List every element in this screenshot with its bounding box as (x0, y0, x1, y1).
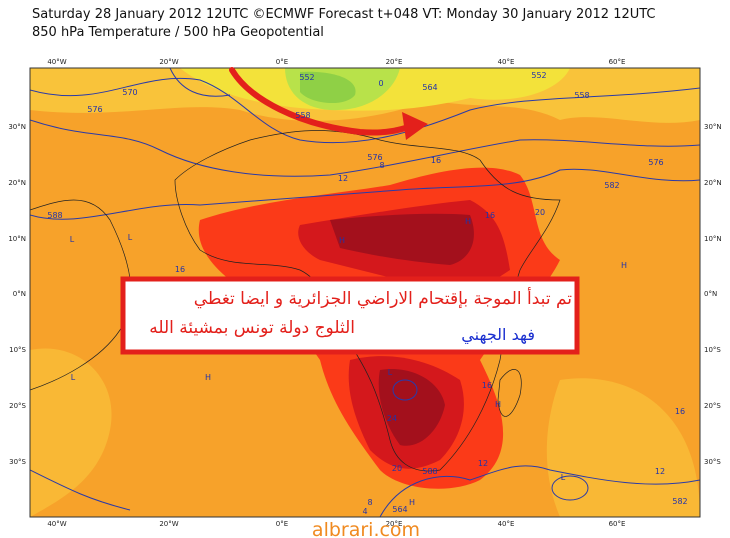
contour-label: 16 (175, 265, 185, 274)
lat-label: 20°N (704, 179, 722, 187)
lon-label: 20°E (386, 520, 403, 528)
lon-label: 60°E (609, 58, 626, 66)
contour-label: 16 (675, 407, 685, 416)
map-frame (29, 67, 701, 518)
contour-label: 576 (648, 158, 663, 167)
contour-label: 12 (338, 174, 348, 183)
pressure-mark: H (465, 217, 471, 226)
contour-label: 576 (87, 105, 102, 114)
contour-label: 564 (392, 505, 407, 514)
contour-label: 16 (485, 211, 495, 220)
lat-label: 10°S (704, 346, 721, 354)
contour-label: 20 (535, 208, 545, 217)
lon-label: 60°E (609, 520, 626, 528)
lon-label: 40°E (498, 58, 515, 66)
pressure-mark: H (495, 400, 501, 409)
contour-label: 8 (367, 498, 372, 507)
contour-label: 570 (122, 88, 137, 97)
contour-label: 12 (478, 459, 488, 468)
contour-label: 24 (387, 414, 397, 423)
annotation-line: تم تبدأ الموجة بإقتحام الاراضي الجزائرية… (194, 287, 573, 309)
pressure-mark: L (128, 233, 133, 242)
watermark: albrari.com (312, 519, 420, 538)
lon-label: 20°W (159, 58, 178, 66)
lon-label: 0°E (276, 520, 288, 528)
lat-label: 30°N (704, 123, 722, 131)
lat-label: 10°N (8, 235, 26, 243)
header-subtitle: 850 hPa Temperature / 500 hPa Geopotenti… (32, 25, 324, 40)
lon-label: 40°W (47, 520, 66, 528)
annotation-line: الثلوج دولة تونس بمشيئة الله (149, 318, 355, 338)
lat-label: 0°N (13, 290, 26, 298)
pressure-mark: H (339, 236, 345, 245)
lon-label: 20°E (386, 58, 403, 66)
pressure-mark: H (621, 261, 627, 270)
pressure-mark: H (409, 498, 415, 507)
lon-label: 40°W (47, 58, 66, 66)
contour-label: 582 (604, 181, 619, 190)
annotation-box (120, 276, 580, 355)
contour-label: 12 (655, 467, 665, 476)
lat-label: 20°S (704, 402, 721, 410)
pressure-mark: L (388, 368, 393, 377)
lat-label: 20°N (8, 179, 26, 187)
contour-label: 558 (574, 91, 589, 100)
contour-label: 0 (378, 79, 383, 88)
temperature-field (30, 68, 700, 517)
pressure-mark: L (71, 373, 76, 382)
contour-label: 558 (295, 111, 310, 120)
contour-label: 552 (531, 71, 546, 80)
contour-label: 576 (367, 153, 382, 162)
contour-label: 582 (672, 497, 687, 506)
lon-label: 0°E (276, 58, 288, 66)
contour-label: 552 (299, 73, 314, 82)
contour-label: 588 (47, 211, 62, 220)
annotation-signature: فهد الجهني (461, 325, 535, 345)
lat-label: 10°N (704, 235, 722, 243)
contour-label: 564 (422, 83, 437, 92)
pressure-mark: H (205, 373, 211, 382)
contour-label: 8 (379, 161, 384, 170)
lat-label: 10°S (9, 346, 26, 354)
geopotential-contours (30, 68, 700, 517)
lat-label: 20°S (9, 402, 26, 410)
lon-label: 40°E (498, 520, 515, 528)
contour-label: 16 (431, 156, 441, 165)
contour-label: 16 (482, 381, 492, 390)
contour-label: 588 (422, 467, 437, 476)
pressure-mark: L (561, 473, 566, 482)
forecast-arrow (229, 67, 428, 140)
lat-label: 30°S (9, 458, 26, 466)
lat-label: 30°N (8, 123, 26, 131)
lon-label: 20°W (159, 520, 178, 528)
pressure-mark: L (70, 235, 75, 244)
lat-label: 30°S (704, 458, 721, 466)
contour-label: 20 (392, 464, 402, 473)
contour-label: 4 (362, 507, 367, 516)
lat-label: 0°N (704, 290, 717, 298)
header-title: Saturday 28 January 2012 12UTC ©ECMWF Fo… (32, 7, 656, 22)
